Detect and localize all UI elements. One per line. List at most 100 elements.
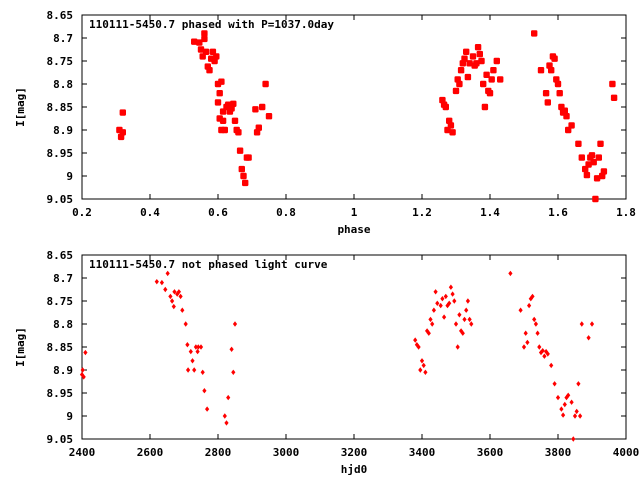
data-point [530, 293, 535, 300]
data-point [414, 342, 419, 348]
x-tick-label: 4000 [613, 446, 640, 459]
data-point [476, 50, 483, 58]
data-point [545, 351, 550, 357]
data-point [556, 90, 563, 97]
data-point [119, 129, 126, 136]
data-point [532, 316, 537, 323]
data-point [419, 358, 425, 364]
y-tick-label: 8.95 [47, 147, 74, 160]
data-point [172, 289, 177, 295]
data-point [525, 339, 530, 346]
data-point [600, 168, 608, 175]
data-point [566, 392, 571, 398]
data-point [232, 321, 238, 327]
data-point [216, 90, 223, 97]
data-point [265, 113, 273, 120]
data-point [457, 312, 462, 318]
data-point [201, 30, 208, 37]
data-point [222, 413, 227, 419]
data-point [448, 284, 453, 290]
data-point [463, 48, 470, 55]
data-point [578, 413, 583, 419]
data-point [464, 307, 469, 313]
x-tick-label: 3800 [545, 446, 572, 459]
y-tick-label: 9.05 [47, 193, 74, 206]
panel-title: 110111-5450.7 phased with P=1037.0day [89, 18, 334, 31]
data-point [518, 307, 523, 313]
data-point [259, 103, 266, 111]
y-tick-label: 9.05 [47, 433, 74, 446]
data-point [196, 344, 201, 350]
data-point [231, 369, 236, 375]
y-tick-label: 8.7 [53, 32, 73, 45]
data-point [589, 321, 595, 327]
phased-light-curve-panel: 0.2 0.4 0.6 0.8 1 1.2 1.4 1.6 1.8 8.65 8.7 8.75 8.8 8… [14, 9, 636, 236]
data-point [433, 289, 438, 295]
y-tick-label: 8.9 [53, 364, 73, 377]
data-point [214, 99, 222, 106]
data-point [205, 406, 210, 412]
data-point [185, 367, 191, 373]
x-tick-label: 3400 [409, 446, 436, 459]
data-point [442, 314, 447, 320]
data-point [178, 293, 183, 300]
data-point [119, 109, 126, 116]
y-tick-label: 8.8 [53, 78, 73, 91]
data-point [183, 321, 188, 327]
data-point [571, 436, 576, 442]
x-tick-label: 0.8 [276, 206, 296, 219]
y-tick-label: 8.65 [47, 9, 74, 22]
data-point [450, 291, 455, 297]
data-point [80, 367, 85, 373]
data-point [533, 321, 538, 327]
x-axis-label: phase [337, 223, 370, 236]
data-point [230, 100, 237, 107]
data-point [196, 39, 203, 46]
data-point [552, 381, 557, 387]
data-point [452, 87, 460, 95]
data-point [163, 286, 168, 293]
data-point [535, 330, 540, 336]
data-point [508, 270, 513, 277]
data-point [170, 298, 175, 304]
y-tick-label: 8.95 [47, 387, 74, 400]
data-point [449, 129, 456, 136]
y-tick-label: 8.8 [53, 318, 73, 331]
data-point [478, 57, 485, 65]
y-axis-label: I[mag] [14, 327, 27, 367]
data-point [236, 147, 244, 154]
data-point [568, 122, 575, 129]
data-point [609, 80, 616, 88]
data-point [542, 353, 547, 359]
data-point [168, 293, 173, 300]
data-point [188, 348, 193, 355]
data-point [551, 55, 558, 62]
data-point [197, 46, 205, 53]
data-point [252, 106, 259, 113]
data-point [462, 316, 467, 323]
data-point [416, 344, 421, 350]
data-point [456, 80, 463, 88]
data-point [443, 293, 448, 300]
data-point [431, 307, 436, 313]
data-point [461, 55, 468, 62]
panel-title: 110111-5450.7 not phased light curve [89, 258, 328, 271]
y-tick-label: 8.75 [47, 55, 74, 68]
data-point [561, 107, 568, 114]
data-point [569, 399, 574, 405]
data-point [213, 53, 220, 60]
data-point [561, 412, 566, 418]
data-point [193, 344, 198, 350]
x-tick-label: 3000 [273, 446, 300, 459]
data-point [190, 358, 195, 364]
x-tick-label: 3200 [341, 446, 368, 459]
data-point [83, 349, 88, 356]
data-point [229, 346, 234, 352]
data-point [497, 76, 504, 83]
data-point [593, 175, 601, 182]
y-tick-label: 8.85 [47, 341, 74, 354]
data-point [438, 302, 443, 309]
data-point [240, 172, 247, 180]
data-point [597, 140, 604, 147]
unphased-light-curve-panel: 2400 2600 2800 3000 3200 3400 3600 3800 4000 8.65… [14, 249, 639, 476]
